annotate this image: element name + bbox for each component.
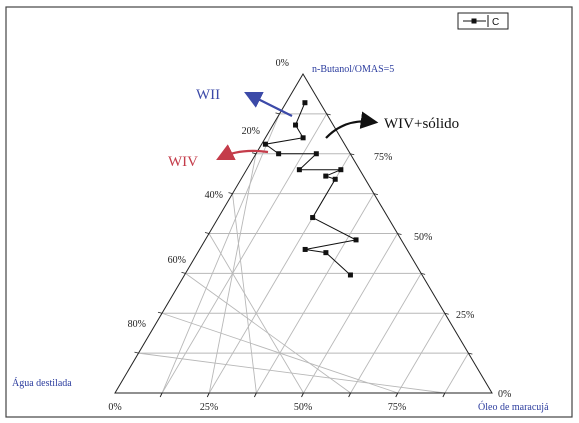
tick-mark	[159, 392, 163, 398]
series-c-point-14	[347, 272, 353, 278]
tick-label: 40%	[205, 190, 223, 201]
arrow-wii	[244, 92, 293, 117]
grid-line	[185, 273, 351, 394]
vertex-label-top: n-Butanol/OMAS=5	[312, 64, 394, 75]
tick-label: 0%	[108, 402, 121, 413]
grid-line	[350, 273, 422, 394]
tick-mark	[373, 193, 378, 196]
series-c-point-2	[300, 135, 306, 141]
arrow-wiv	[216, 144, 269, 160]
series-c-point-7	[338, 167, 344, 173]
tick-mark	[326, 113, 331, 116]
annotation-wii: WII	[196, 87, 293, 117]
vertex-label-left: Água destilada	[12, 377, 72, 389]
grid-line	[161, 113, 328, 394]
series-c-point-4	[276, 151, 282, 157]
series-c-point-11	[353, 237, 359, 243]
tick-mark	[157, 311, 163, 314]
grid-line	[444, 352, 469, 394]
tick-mark	[228, 192, 233, 195]
arrow-wiv-solido	[325, 111, 379, 139]
tick-label: 0%	[276, 58, 289, 69]
tick-mark	[204, 232, 210, 234]
tick-mark	[206, 392, 210, 398]
tick-mark	[350, 153, 355, 156]
series-c-point-0	[302, 100, 308, 106]
grid	[138, 113, 469, 394]
tick-mark	[395, 392, 399, 398]
legend-marker	[471, 18, 477, 24]
annotation-wiv: WIV	[168, 144, 269, 170]
tick-mark	[348, 392, 352, 398]
tick-mark	[397, 233, 402, 235]
series-c-point-5	[313, 151, 319, 157]
series-c-point-8	[323, 173, 329, 179]
tick-label: 25%	[200, 402, 218, 413]
tick-label: 50%	[414, 232, 432, 243]
annotation-wiv-text: WIV	[168, 154, 198, 170]
series-c-point-10	[310, 215, 316, 221]
tick-label: 75%	[374, 152, 392, 163]
tick-label: 50%	[294, 402, 312, 413]
tick-mark	[181, 271, 186, 274]
tick-mark	[301, 392, 304, 398]
tick-mark	[275, 112, 280, 115]
tick-label: 20%	[242, 126, 260, 137]
annotation-wiv-solido: WIV+sólido	[325, 111, 459, 139]
series-c-point-12	[302, 246, 308, 252]
tick-mark	[468, 352, 473, 355]
grid-line	[255, 193, 375, 394]
tick-marks	[134, 112, 473, 398]
grid-line	[138, 352, 445, 394]
tick-mark	[421, 272, 426, 275]
tick-mark	[251, 152, 257, 155]
series-c-point-9	[332, 176, 338, 182]
legend-label: C	[492, 17, 499, 28]
series-c-point-3	[262, 141, 268, 147]
annotation-wii-text: WII	[196, 87, 220, 103]
tick-label: 25%	[456, 310, 474, 321]
chart-frame	[5, 6, 573, 418]
tick-label: 80%	[128, 319, 146, 330]
vertex-label-right: Óleo de maracujá	[478, 401, 549, 413]
series-c	[262, 100, 359, 278]
tick-mark	[444, 312, 449, 315]
tick-labels: 0% 25% 50% 75% 0% 20% 40% 60% 80% 0% 25% 50% 75%	[108, 58, 511, 413]
tick-label: 75%	[388, 402, 406, 413]
legend: C	[457, 12, 509, 30]
tick-label: 0%	[498, 389, 511, 400]
tick-mark	[134, 351, 139, 354]
tick-mark	[442, 392, 446, 398]
series-c-point-1	[293, 122, 299, 128]
series-c-point-6	[296, 167, 302, 173]
annotation-wiv-solido-text: WIV+sólido	[384, 116, 459, 132]
tick-mark	[253, 392, 257, 398]
series-c-point-13	[323, 250, 329, 256]
tick-label: 60%	[168, 255, 186, 266]
